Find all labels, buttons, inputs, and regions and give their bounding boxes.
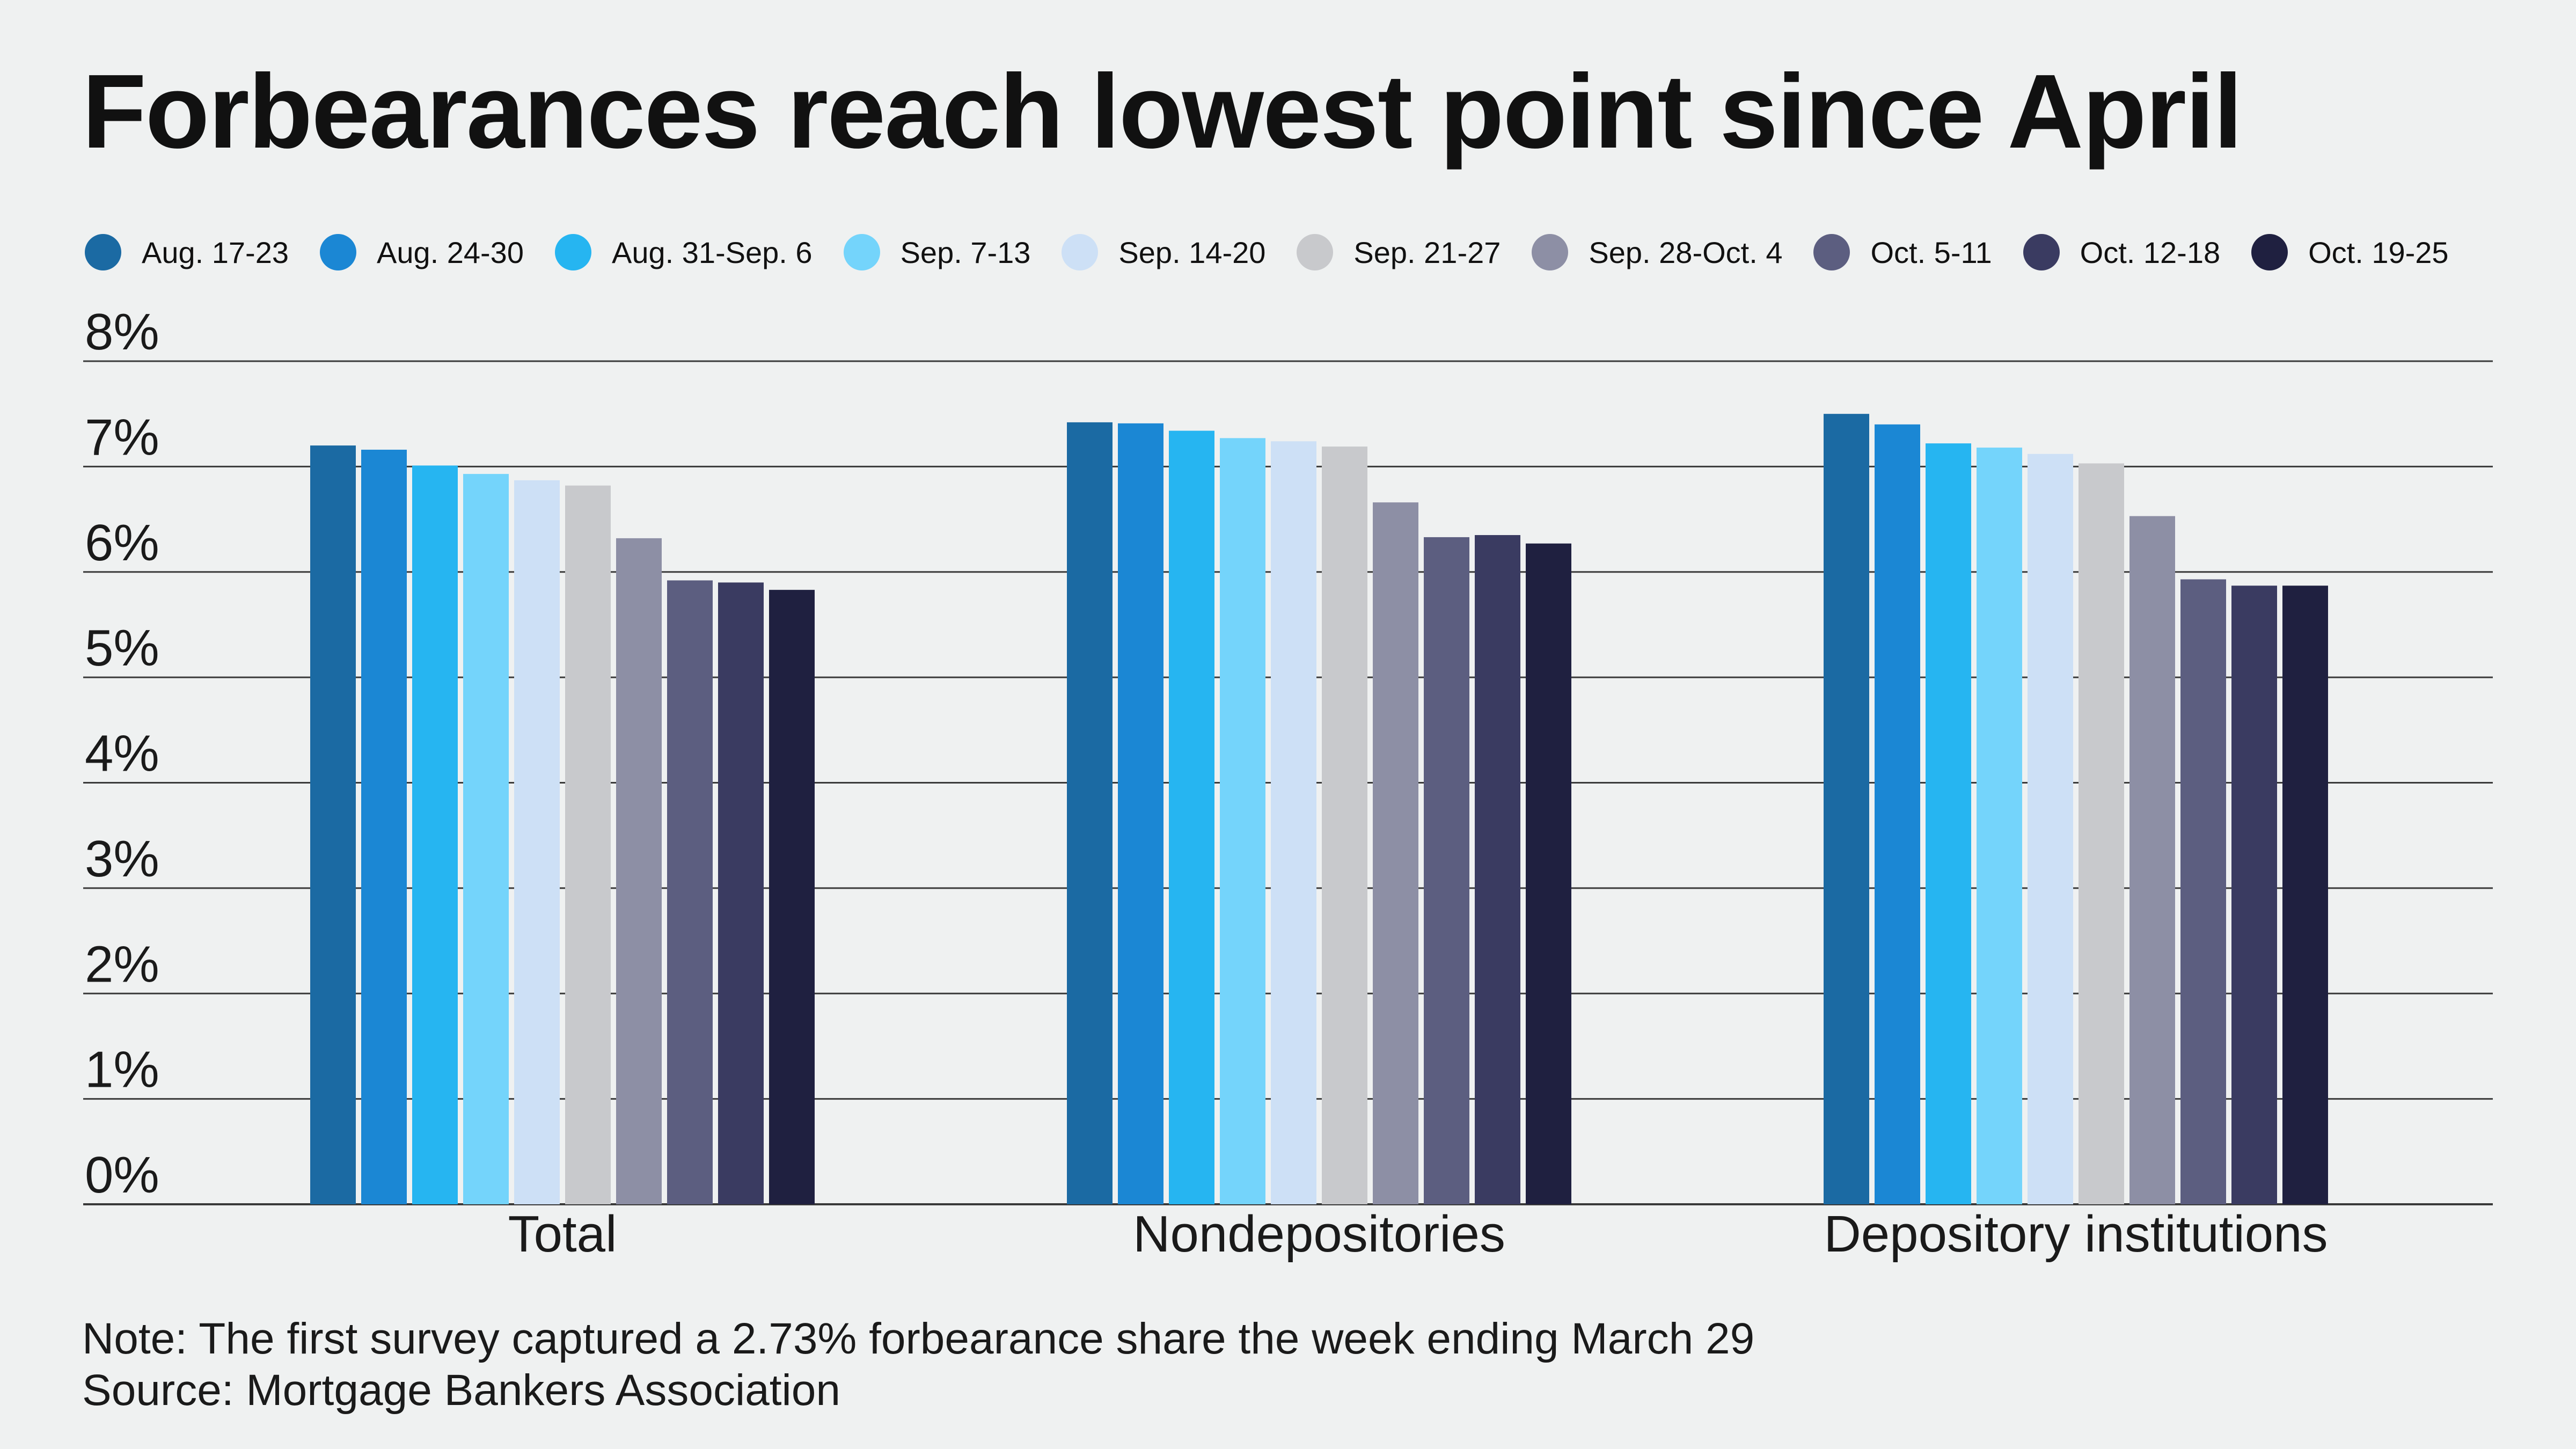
legend-swatch <box>2251 234 2288 270</box>
legend-label: Aug. 24-30 <box>376 235 524 269</box>
legend: Aug. 17-23 Aug. 24-30 Aug. 31-Sep. 6 Sep. 7… <box>85 231 2500 274</box>
bar <box>1322 447 1367 1204</box>
bar <box>1926 443 1971 1204</box>
bar <box>2129 516 2175 1204</box>
legend-item: Sep. 21-27 <box>1297 234 1501 270</box>
bar <box>1475 535 1520 1204</box>
bar <box>616 538 662 1205</box>
bar <box>1118 423 1163 1204</box>
legend-item: Oct. 12-18 <box>2023 234 2220 270</box>
bar <box>514 480 560 1204</box>
legend-label: Oct. 12-18 <box>2080 235 2221 269</box>
legend-label: Sep. 7-13 <box>900 235 1031 269</box>
y-tick-label: 4% <box>85 725 159 782</box>
legend-swatch <box>1297 234 1334 270</box>
bar <box>1067 422 1113 1205</box>
legend-swatch <box>843 234 880 270</box>
y-tick-label: 5% <box>85 619 159 677</box>
bar <box>2231 586 2277 1204</box>
bar <box>310 445 356 1204</box>
bar <box>667 580 713 1204</box>
bar <box>1424 537 1469 1204</box>
footnote-note: Note: The first survey captured a 2.73% … <box>82 1314 1755 1363</box>
bar <box>1526 543 1571 1204</box>
y-tick-label: 0% <box>85 1146 159 1204</box>
legend-label: Oct. 5-11 <box>1870 235 1992 269</box>
legend-item: Aug. 24-30 <box>319 234 524 270</box>
bar <box>1373 502 1418 1204</box>
bar <box>2028 453 2073 1204</box>
chart-title: Forbearances reach lowest point since Ap… <box>82 53 2243 170</box>
chart-plot: 0% 1% 2% 3% 4% 5% 6% 7% 8% Total Nondepositories De… <box>83 303 2493 1263</box>
legend-swatch <box>85 234 121 270</box>
bar <box>1271 441 1316 1204</box>
legend-item: Oct. 19-25 <box>2251 234 2449 270</box>
legend-swatch <box>1532 234 1569 270</box>
legend-swatch <box>554 234 591 270</box>
legend-item: Oct. 5-11 <box>1813 234 1992 270</box>
legend-label: Sep. 21-27 <box>1353 235 1501 269</box>
bar <box>718 582 764 1204</box>
legend-item: Aug. 31-Sep. 6 <box>554 234 813 270</box>
legend-swatch <box>1062 234 1099 270</box>
y-tick-label: 1% <box>85 1041 159 1099</box>
y-tick-label: 7% <box>85 408 159 466</box>
bar <box>412 465 458 1204</box>
y-tick-label: 6% <box>85 514 159 572</box>
bar <box>1875 424 1920 1205</box>
legend-swatch <box>1813 234 1850 270</box>
bar <box>2079 463 2124 1204</box>
legend-item: Aug. 17-23 <box>85 234 289 270</box>
bar <box>2282 586 2328 1204</box>
bar <box>361 449 407 1204</box>
bar <box>769 590 815 1204</box>
bar <box>565 485 611 1205</box>
y-tick-label: 8% <box>85 303 159 361</box>
legend-swatch <box>2023 234 2060 270</box>
x-category-label: Nondepositories <box>1133 1205 1505 1263</box>
bar <box>1169 430 1214 1205</box>
legend-swatch <box>319 234 356 270</box>
footnote-source: Source: Mortgage Bankers Association <box>82 1366 840 1415</box>
y-tick-label: 2% <box>85 935 159 993</box>
bar <box>1977 448 2022 1204</box>
x-category-label: Total <box>508 1205 617 1263</box>
y-tick-label: 3% <box>85 830 159 888</box>
legend-item: Sep. 28-Oct. 4 <box>1532 234 1782 270</box>
legend-item: Sep. 14-20 <box>1062 234 1265 270</box>
legend-label: Sep. 28-Oct. 4 <box>1589 235 1783 269</box>
legend-label: Aug. 31-Sep. 6 <box>611 235 813 269</box>
bar <box>1220 438 1265 1204</box>
legend-label: Aug. 17-23 <box>142 235 289 269</box>
bar <box>463 474 509 1204</box>
x-category-label: Depository institutions <box>1824 1205 2328 1263</box>
bar <box>2180 579 2226 1204</box>
legend-label: Sep. 14-20 <box>1118 235 1266 269</box>
bar <box>1824 414 1869 1204</box>
legend-label: Oct. 19-25 <box>2308 235 2449 269</box>
legend-item: Sep. 7-13 <box>843 234 1031 270</box>
